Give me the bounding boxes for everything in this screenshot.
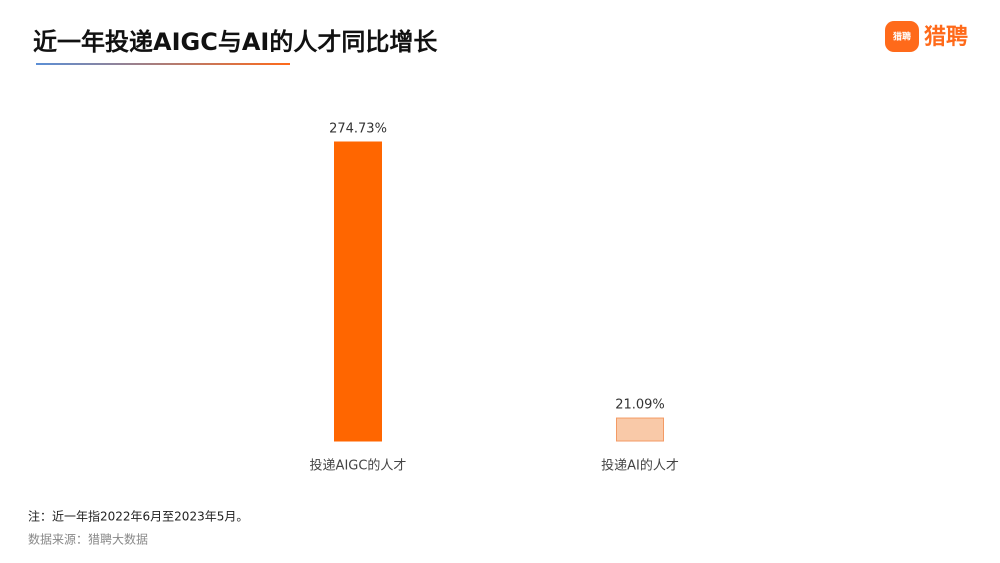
x-tick-label: 投递AIGC的人才 bbox=[310, 458, 407, 474]
logo-icon-text: 猎聘 bbox=[893, 31, 911, 43]
title-underline bbox=[36, 63, 290, 65]
logo-icon bbox=[885, 21, 919, 52]
value-label: 274.73% bbox=[329, 122, 387, 137]
x-tick-label: 投递AI的人才 bbox=[601, 458, 679, 474]
logo-text: 猎聘 bbox=[924, 25, 968, 50]
bar bbox=[334, 141, 382, 442]
note: 注：近一年指2022年6月至2023年5月。 bbox=[28, 509, 248, 524]
value-label: 21.09% bbox=[615, 398, 665, 413]
source: 数据来源：猎聘大数据 bbox=[28, 532, 148, 547]
title: 近一年投递AIGC与AI的人才同比增长 bbox=[33, 28, 438, 56]
bar bbox=[616, 417, 664, 442]
